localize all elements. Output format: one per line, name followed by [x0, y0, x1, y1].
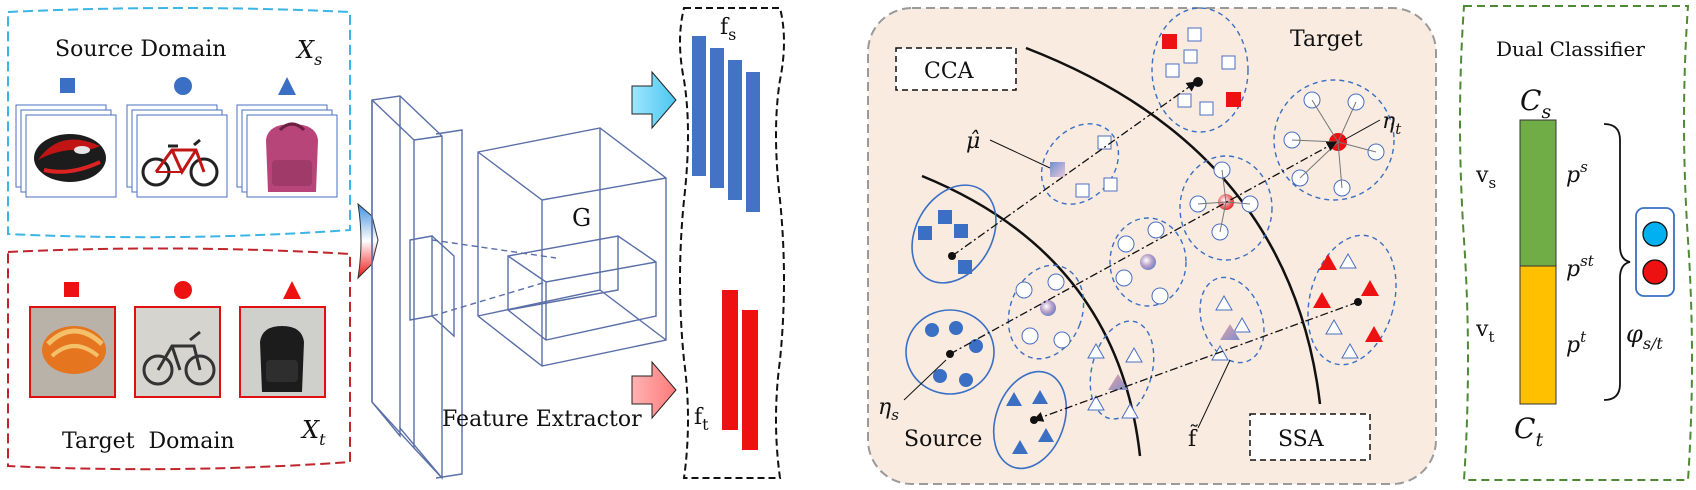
- mid-circle-cluster: [1007, 264, 1085, 360]
- mid-triangle-cluster-b: [1199, 276, 1265, 364]
- target-panel-border: [7, 247, 351, 471]
- helmet-image: [15, 104, 117, 198]
- source-feature-bars: [692, 36, 760, 212]
- mu-hat-label: μ̂: [966, 129, 980, 154]
- ps-label: ps: [1566, 158, 1588, 188]
- cca-label: CCA: [924, 59, 975, 84]
- fs-label: fs: [720, 15, 736, 44]
- ssa-box: [1249, 413, 1371, 461]
- f-tilde-label: f̃: [1188, 425, 1199, 452]
- source-prediction-icon: [1642, 221, 1668, 247]
- source-domain-title: Source Domain: [55, 37, 226, 62]
- source-square-cluster: [911, 184, 997, 284]
- source-classifier-bar: [1519, 119, 1557, 267]
- triangle-icon: [283, 281, 301, 299]
- ssa-label: SSA: [1278, 427, 1325, 452]
- brace: [1603, 123, 1631, 401]
- eta-s-label: ηs: [878, 395, 899, 424]
- target-triangle-cluster: [1307, 234, 1397, 366]
- target-domain-panel: Target Domain Xt: [7, 247, 351, 471]
- source-domain-panel: Source Domain Xs: [7, 7, 351, 239]
- source-symbol: Xs: [295, 36, 322, 69]
- pst-label: pst: [1566, 252, 1595, 282]
- target-classifier-bar: [1519, 265, 1557, 405]
- near-target-circle-cluster-a: [1109, 217, 1187, 307]
- feature-extractor: [371, 95, 667, 480]
- backpack-image: [236, 104, 338, 198]
- target-prediction-icon: [1642, 259, 1668, 285]
- target-region-label: Target: [1290, 27, 1363, 52]
- mid-square-cluster: [1040, 123, 1120, 205]
- circle-icon: [174, 281, 192, 299]
- target-square-cluster: [1151, 7, 1249, 133]
- triangle-icon: [278, 77, 296, 95]
- ft-label: ft: [694, 405, 709, 434]
- pt-label: pt: [1566, 328, 1587, 358]
- input-arrow: [357, 202, 379, 280]
- cs-label: Cs: [1520, 84, 1551, 123]
- source-region-label: Source: [904, 427, 982, 452]
- near-target-circle-cluster-b: [1179, 155, 1273, 261]
- source-panel-border: [7, 7, 351, 239]
- vt-label: vt: [1475, 317, 1494, 346]
- cca-box: [895, 47, 1017, 91]
- g-label: G: [572, 204, 591, 232]
- bicycle-photo: [134, 306, 221, 398]
- ct-label: Ct: [1514, 412, 1543, 451]
- vs-label: vs: [1475, 163, 1496, 192]
- square-icon: [60, 78, 75, 93]
- alignment-arrows: [949, 81, 1359, 422]
- features-box: fs ft: [679, 7, 785, 479]
- phi-label: φs/t: [1626, 320, 1663, 353]
- circle-icon: [174, 77, 192, 95]
- dual-classifier-title: Dual Classifier: [1496, 37, 1645, 61]
- target-symbol: Xt: [300, 416, 326, 449]
- helmet-photo: [29, 306, 116, 398]
- feature-extractor-label: Feature Extractor: [442, 407, 642, 432]
- target-feature-bars: [722, 290, 758, 450]
- source-feature-arrow: [631, 70, 677, 130]
- square-icon: [64, 282, 79, 297]
- bicycle-image: [126, 104, 228, 198]
- outer-boundary: [1025, 46, 1322, 405]
- eta-t-label: ηt: [1382, 109, 1402, 138]
- target-domain-title: Target Domain: [62, 429, 235, 454]
- dual-classifier-panel: Dual Classifier Cs Ct vs vt ps pst pt φs…: [1459, 5, 1693, 481]
- target-feature-arrow: [631, 360, 677, 420]
- backpack-photo: [239, 306, 326, 398]
- source-circle-cluster: [905, 309, 995, 395]
- embedding-space-panel: CCA SSA Target Source: [867, 7, 1437, 485]
